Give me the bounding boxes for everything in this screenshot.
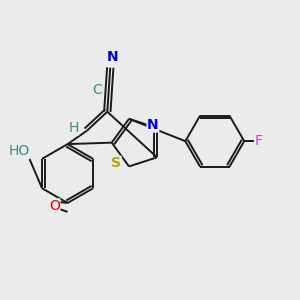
Text: HO: HO <box>8 145 30 158</box>
Text: N: N <box>147 118 159 132</box>
Text: H: H <box>68 121 79 135</box>
Text: C: C <box>93 82 103 97</box>
Text: S: S <box>111 156 121 170</box>
Text: N: N <box>106 50 118 64</box>
Text: O: O <box>49 199 60 213</box>
Text: F: F <box>255 134 263 148</box>
